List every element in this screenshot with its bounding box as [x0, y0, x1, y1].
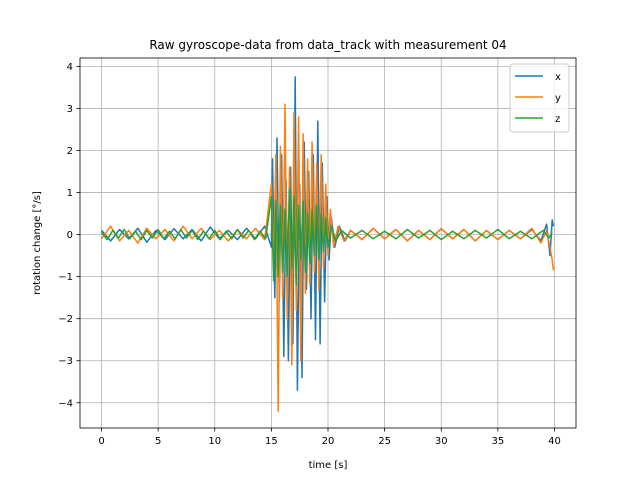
- x-tick-label: 25: [378, 436, 391, 447]
- legend-label-x: x: [555, 72, 561, 83]
- x-tick-label: 30: [435, 436, 448, 447]
- x-tick-label: 40: [548, 436, 561, 447]
- y-tick-label: −2: [58, 314, 73, 325]
- y-tick-label: −1: [58, 272, 73, 283]
- x-tick-label: 5: [155, 436, 161, 447]
- chart-title: Raw gyroscope-data from data_track with …: [149, 38, 506, 52]
- legend: xyz: [509, 63, 570, 133]
- y-tick-label: −3: [58, 356, 73, 367]
- x-axis-label: time [s]: [309, 460, 348, 471]
- y-tick-label: −4: [58, 398, 73, 409]
- y-tick-label: 0: [67, 230, 73, 241]
- x-tick-label: 10: [208, 436, 221, 447]
- y-tick-label: 3: [67, 104, 73, 115]
- series-group: [100, 76, 555, 412]
- y-tick-label: 4: [67, 62, 73, 73]
- legend-box: [509, 63, 570, 133]
- y-axis-label: rotation change [°/s]: [32, 191, 43, 295]
- series-line-z: [100, 187, 553, 286]
- y-tick-label: 1: [67, 188, 73, 199]
- legend-label-y: y: [555, 93, 561, 104]
- x-tick-label: 15: [265, 436, 278, 447]
- y-tick-label: 2: [67, 146, 73, 157]
- x-tick-label: 35: [491, 436, 504, 447]
- legend-label-z: z: [555, 114, 560, 125]
- x-tick-label: 0: [98, 436, 104, 447]
- x-tick-label: 20: [322, 436, 335, 447]
- ticks: 0 5 10 15 20 25 30 35 40 −4 −3 −2 −1 0 1 2 3 4: [58, 62, 561, 447]
